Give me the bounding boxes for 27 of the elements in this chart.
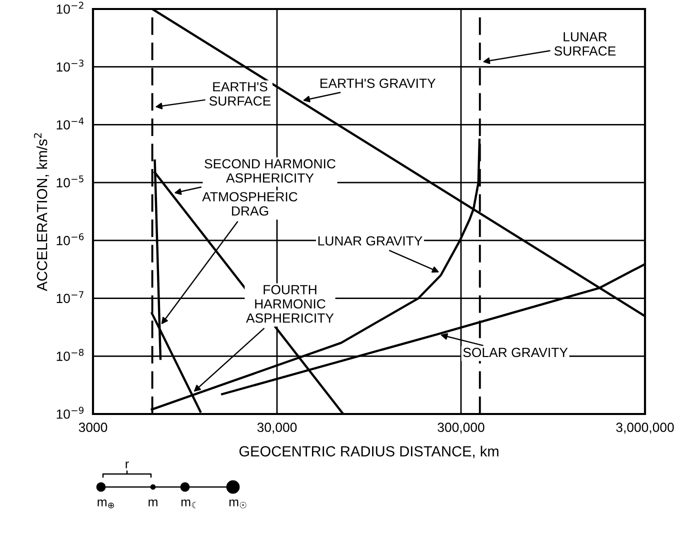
series-label: SOLAR GRAVITY bbox=[463, 348, 568, 358]
text: FOURTH HARMONIC ASPHERICITY bbox=[246, 284, 334, 323]
y-tick-label: 10$^{−4}$ bbox=[56, 118, 84, 130]
text: LUNAR GRAVITY bbox=[318, 236, 422, 246]
y-tick-label: 10$^{−5}$ bbox=[56, 175, 84, 188]
y-tick-label: 10$^{−6}$ bbox=[56, 233, 84, 246]
ref-line-label: LUNAR SURFACE bbox=[554, 32, 616, 56]
y-tick-label: 10$^{−7}$ bbox=[56, 291, 84, 304]
x-tick-label: 3,000,000 bbox=[616, 422, 674, 434]
text: m$_{☾}$ bbox=[181, 499, 196, 508]
y-tick-label: 10$^{−3}$ bbox=[56, 60, 84, 72]
x-tick-label: 300,000 bbox=[438, 422, 484, 434]
ref-line-label: EARTH'S SURFACE bbox=[209, 82, 271, 106]
legend-label: ATMOSPHERIC DRAG bbox=[202, 192, 298, 216]
y-axis-title: ACCELERATION, km/s$^{2}$ bbox=[34, 133, 49, 292]
series-label: EARTH'S GRAVITY bbox=[320, 78, 436, 88]
text: m$_{⊕}$ bbox=[98, 499, 114, 508]
x-axis-title: GEOCENTRIC RADIUS DISTANCE, km bbox=[239, 446, 498, 458]
text: SECOND HARMONIC ASPHERICITY bbox=[204, 159, 336, 183]
x-tick-label: 30,000 bbox=[257, 422, 297, 434]
text: r bbox=[126, 462, 129, 468]
y-tick-label: 10$^{−9}$ bbox=[56, 406, 84, 419]
y-tick-label: 10$^{−2}$ bbox=[56, 2, 84, 14]
text: m$_{☉}$ bbox=[229, 499, 246, 508]
y-tick-label: 10$^{−8}$ bbox=[56, 348, 84, 361]
x-tick-label: 3000 bbox=[78, 422, 108, 432]
text: m bbox=[148, 500, 158, 506]
